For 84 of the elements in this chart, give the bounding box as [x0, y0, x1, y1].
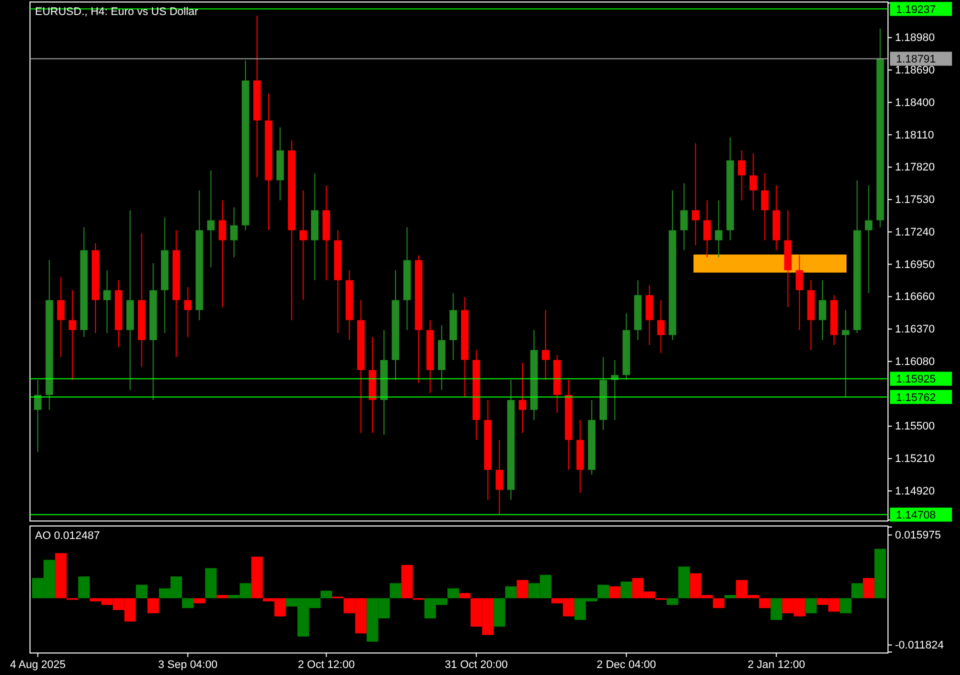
- candlestick: [692, 142, 700, 246]
- y-tick-label: 1.18980: [895, 32, 935, 44]
- bar: [851, 583, 863, 598]
- candlestick: [750, 152, 758, 211]
- y-tick-label: 1.16370: [895, 324, 935, 336]
- y-tick-label: 1.14920: [895, 485, 935, 498]
- bar: [459, 593, 471, 598]
- y-tick-label: 1.18400: [895, 96, 935, 109]
- bar: [78, 576, 90, 598]
- candlestick: [218, 200, 226, 308]
- x-tick-label: 4 Aug 2025: [10, 658, 66, 671]
- bar: [597, 584, 610, 598]
- y-tick-label: 0.015975: [895, 530, 941, 542]
- bar: [55, 553, 67, 598]
- y-tick-label: 1.17530: [895, 194, 935, 206]
- y-tick-label: 1.16080: [895, 356, 935, 368]
- bar: [216, 595, 228, 598]
- ref-line-label: 1.19237: [896, 4, 936, 16]
- ref-line-label: 1.14708: [896, 510, 936, 522]
- candlestick: [761, 172, 769, 241]
- y-tick-label: 1.16950: [895, 258, 935, 271]
- bar: [447, 588, 459, 598]
- bar: [320, 590, 332, 598]
- candlestick: [299, 190, 307, 301]
- bar: [401, 564, 413, 598]
- candlestick: [542, 310, 550, 380]
- bar: [390, 583, 402, 598]
- bar: [666, 598, 678, 605]
- bar: [505, 586, 517, 598]
- x-tick-label: 2 Oct 12:00: [298, 658, 355, 671]
- y-tick-label: 1.18690: [895, 64, 935, 77]
- bar: [516, 580, 528, 598]
- bar: [770, 598, 782, 620]
- y-tick-label: 1.17820: [895, 162, 935, 174]
- bar: [194, 598, 206, 604]
- chart-title: EURUSD., H4: Euro vs US Dollar: [35, 6, 199, 18]
- candlestick: [207, 170, 215, 268]
- candlestick: [714, 200, 722, 258]
- y-tick-label: 1.16660: [895, 291, 935, 304]
- candlestick: [842, 310, 850, 398]
- ref-line-label: 1.18791: [896, 54, 936, 66]
- candlestick: [864, 184, 872, 294]
- ref-line-label: 1.15762: [896, 392, 936, 404]
- candlestick: [796, 254, 804, 331]
- y-tick-label: 1.18110: [895, 129, 934, 142]
- bar: [724, 595, 736, 598]
- x-tick-label: 2 Dec 04:00: [596, 658, 656, 671]
- bar: [205, 568, 217, 598]
- candlestick: [34, 379, 42, 452]
- x-tick-label: 2 Jan 12:00: [748, 658, 806, 671]
- candlestick: [184, 286, 192, 338]
- x-tick-label: 31 Oct 20:00: [444, 658, 508, 671]
- bar: [805, 598, 817, 614]
- candlestick: [103, 270, 111, 334]
- candlestick: [818, 280, 826, 341]
- bar: [609, 586, 621, 598]
- candlestick: [230, 206, 238, 258]
- candlestick: [496, 439, 504, 516]
- y-tick-label: 1.17240: [895, 226, 935, 238]
- bar: [862, 578, 874, 598]
- ref-line-label: 1.15925: [896, 374, 936, 386]
- candlestick: [703, 200, 711, 258]
- bar: [678, 566, 690, 598]
- candlestick: [738, 150, 746, 201]
- candlestick: [657, 300, 665, 354]
- bar: [136, 584, 148, 598]
- candlestick: [57, 276, 65, 358]
- chart-title: AO 0.012487: [35, 530, 100, 542]
- bar: [759, 598, 771, 608]
- bar: [712, 598, 724, 608]
- bar: [182, 598, 194, 608]
- candlestick: [680, 182, 688, 251]
- y-tick-label: 1.15210: [895, 453, 935, 466]
- bar: [620, 582, 632, 598]
- bar: [494, 598, 506, 627]
- y-tick-label: 1.15500: [895, 420, 935, 433]
- x-tick-label: 3 Sep 04:00: [158, 658, 218, 671]
- candlestick: [68, 290, 76, 380]
- bar: [840, 598, 852, 614]
- bar: [147, 598, 159, 614]
- bar: [251, 556, 263, 598]
- bar: [874, 548, 886, 598]
- candlestick: [518, 362, 526, 434]
- y-tick-label: -0.011824: [895, 639, 944, 652]
